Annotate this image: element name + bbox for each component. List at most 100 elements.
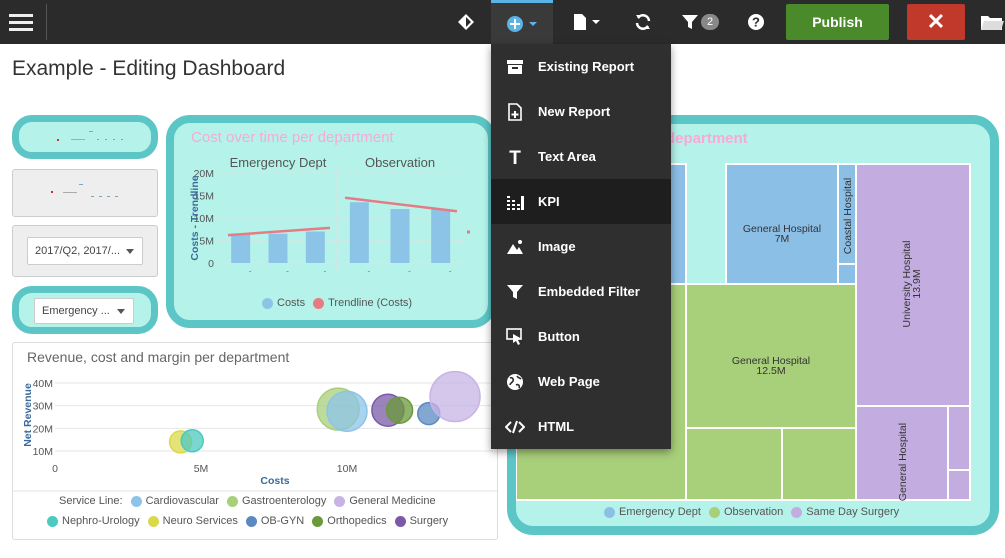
cost-ytick-label: 20M: [194, 168, 214, 180]
menu-item-image[interactable]: Image: [491, 224, 671, 269]
legend-general-medicine: General Medicine: [349, 495, 436, 507]
add-widget-menu: Existing Report New Report T Text Area K…: [491, 44, 671, 449]
menu-item-html[interactable]: HTML: [491, 404, 671, 449]
trendline-legend-label: Trendline (Costs): [328, 297, 413, 309]
cost-ytick-label: 15M: [194, 191, 214, 203]
menu-label: Text Area: [538, 149, 596, 164]
cost-panel-label: Emergency Dept: [230, 155, 327, 170]
menu-item-text-area[interactable]: T Text Area: [491, 134, 671, 179]
revenue-cost-margin-widget[interactable]: Revenue, cost and margin per department …: [12, 342, 498, 540]
mini-kpi-widget[interactable]: [12, 115, 158, 159]
bubble-ytick-label: 20M: [33, 423, 53, 435]
menu-label: Existing Report: [538, 59, 635, 74]
hamburger-menu-icon[interactable]: [6, 0, 36, 44]
cost-bar: [231, 233, 251, 263]
menu-item-button[interactable]: Button: [491, 314, 671, 359]
new-file-icon: [504, 102, 526, 121]
bubble-ylabel: Net Revenue: [22, 383, 34, 447]
text-icon: T: [504, 148, 526, 166]
menu-item-embedded-filter[interactable]: Embedded Filter: [491, 269, 671, 314]
treemap-cell-small-blue: [837, 263, 857, 285]
close-button[interactable]: ✕: [907, 4, 965, 40]
treemap-label-general-hospital-2: General Hospital: [732, 355, 810, 367]
orthopedics-swatch: [312, 515, 324, 527]
bookmark-diamond-icon[interactable]: [452, 0, 480, 44]
folder-icon[interactable]: [978, 0, 1005, 44]
trendline-legend-swatch: [313, 297, 325, 309]
cost-trendline: [344, 196, 458, 213]
top-toolbar: 2 ? Publish ✕: [0, 0, 1005, 44]
period-select-value: 2017/Q2, 2017/...: [35, 245, 121, 257]
legend-same-day-surgery: Same Day Surgery: [806, 506, 900, 518]
chevron-down-icon: [126, 249, 134, 254]
legend-surgery: Surgery: [409, 515, 449, 527]
surgery-swatch: [394, 515, 406, 527]
publish-button[interactable]: Publish: [786, 4, 889, 40]
ob-gyn-swatch: [245, 515, 257, 527]
treemap-label-university-hospital: University Hospital: [901, 241, 913, 328]
cost-xtick: [408, 271, 411, 272]
treemap-cell-purple-small-2: [947, 469, 971, 501]
legend-cardiovascular: Cardiovascular: [145, 495, 219, 507]
bubble-point: [385, 396, 414, 424]
plus-circle-icon: [507, 15, 523, 32]
cost-bar: [305, 231, 325, 263]
cost-bar: [431, 209, 451, 263]
filter-button[interactable]: 2: [678, 0, 722, 44]
cost-xtick: [249, 271, 252, 272]
general-medicine-swatch: [334, 495, 346, 507]
help-icon[interactable]: ?: [744, 0, 768, 44]
cost-ytick-label: 5M: [199, 236, 214, 248]
cost-bar: [390, 209, 410, 263]
chevron-down-icon: [529, 21, 537, 26]
bubble-xlabel: Costs: [260, 475, 289, 487]
menu-label: Button: [538, 329, 580, 344]
treemap-value-7m: 7M: [775, 233, 790, 245]
service-line-legend-title: Service Line:: [59, 495, 123, 507]
menu-label: Web Page: [538, 374, 600, 389]
gastroenterology-swatch: [226, 495, 238, 507]
legend-emergency-dept: Emergency Dept: [619, 506, 701, 518]
cursor-click-icon: [504, 327, 526, 346]
cost-xtick: [367, 271, 370, 272]
refresh-icon[interactable]: [630, 0, 656, 44]
mini-chart-widget[interactable]: [12, 169, 158, 217]
chevron-down-icon: [117, 309, 125, 314]
department-select[interactable]: Emergency ...: [34, 298, 134, 324]
cardiovascular-swatch: [130, 495, 142, 507]
period-select[interactable]: 2017/Q2, 2017/...: [27, 237, 143, 265]
page-title: Example - Editing Dashboard: [12, 57, 286, 80]
kpi-icon: [504, 194, 526, 210]
bubble-ytick-label: 30M: [33, 401, 53, 413]
cost-ylabel: Costs - Trendline: [189, 175, 201, 260]
svg-text:?: ?: [752, 15, 760, 30]
menu-item-web-page[interactable]: Web Page: [491, 359, 671, 404]
menu-item-existing-report[interactable]: Existing Report: [491, 44, 671, 89]
menu-item-kpi[interactable]: KPI: [491, 179, 671, 224]
cost-xtick: [323, 271, 326, 272]
menu-label: Embedded Filter: [538, 284, 640, 299]
svg-text:T: T: [509, 148, 521, 166]
toolbar-divider: [46, 4, 47, 40]
treemap-value-12-5m: 12.5M: [756, 365, 785, 377]
nephro-urology-swatch: [47, 515, 58, 527]
period-filter-widget: 2017/Q2, 2017/...: [12, 225, 158, 277]
add-widget-button[interactable]: [491, 0, 553, 44]
cost-over-time-widget[interactable]: Cost over time per department 0 5M 10M 15M 2…: [166, 115, 496, 328]
menu-item-new-report[interactable]: New Report: [491, 89, 671, 134]
bubble-xtick-label: 0: [52, 463, 58, 475]
page-dropdown-button[interactable]: [570, 0, 604, 44]
treemap-cell-university-hospital: [855, 163, 971, 407]
treemap-title: department: [666, 130, 748, 147]
menu-label: HTML: [538, 419, 575, 434]
treemap-value-13-9m: 13.9M: [911, 269, 923, 298]
bubble-point: [180, 429, 204, 453]
page-icon: [574, 14, 586, 30]
legend-neuro-services: Neuro Services: [162, 515, 238, 527]
cost-panel-label: Observation: [365, 155, 435, 170]
filter-count-badge: 2: [701, 14, 719, 30]
bubble-xtick-label: 5M: [194, 463, 209, 475]
bubble-point: [326, 390, 368, 433]
globe-icon: [504, 373, 526, 391]
